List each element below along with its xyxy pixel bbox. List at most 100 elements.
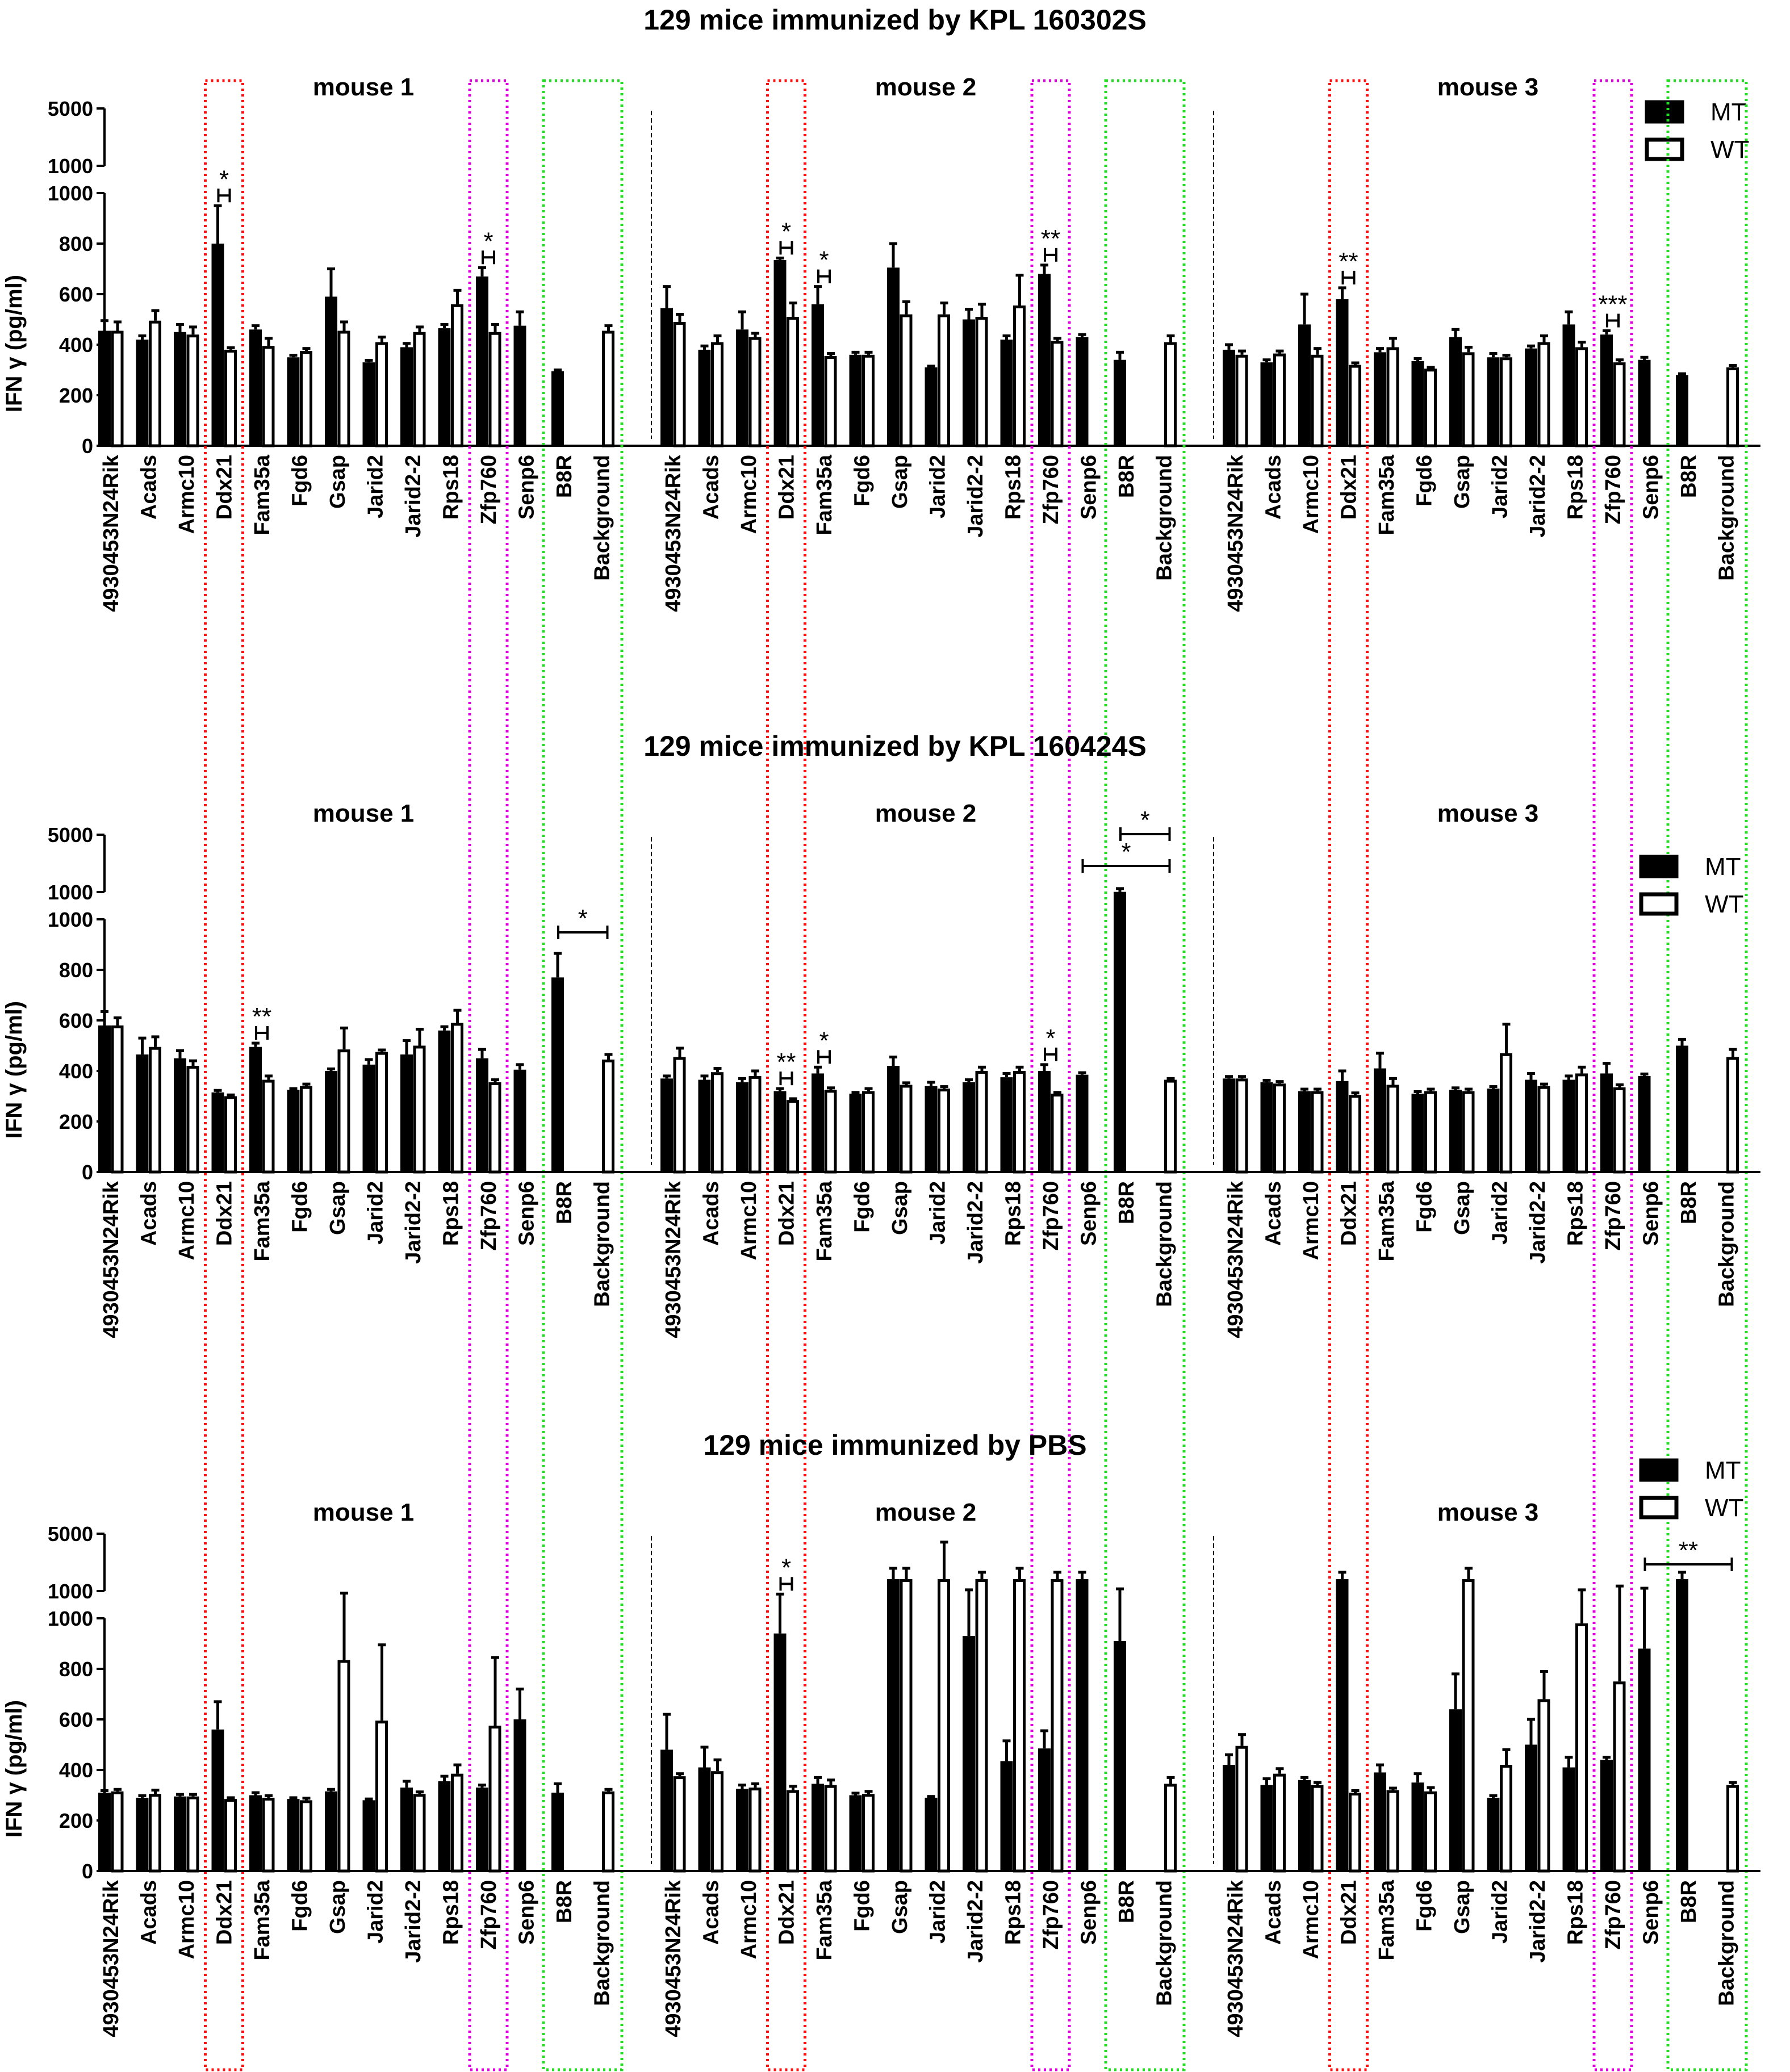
highlight-box-zfp760 [468,79,509,2071]
category-label: Jarid2-2 [1526,1181,1550,1264]
category-label: Fam35a [1375,1181,1399,1261]
bar-mt [736,1082,748,1172]
bar-wt [862,1794,875,1873]
bar-wt [1424,1091,1437,1174]
bar-wt [1537,342,1550,447]
bar-mt [887,1579,900,1871]
bar-wt [1051,1094,1064,1174]
bar-wt [224,1096,237,1174]
bar-wt [938,1089,950,1174]
category-label: Fgd6 [288,455,312,507]
legend-label-wt: WT [1705,1494,1743,1522]
bar-mt [476,276,488,446]
bar-wt [787,1100,799,1174]
bar-mt [887,1066,900,1172]
bar-wt [1311,1091,1324,1174]
bar-mt [1038,274,1051,446]
bar-mt [1600,1760,1613,1871]
category-label: B8R [1677,1880,1701,1923]
bar-wt [186,1066,199,1174]
significance-label: ** [1041,225,1060,253]
bar-mt [1676,1045,1688,1172]
significance-label: ** [1339,248,1358,275]
bar-mt [1336,299,1349,446]
category-label: Background [591,1880,614,2006]
category-label: Fam35a [813,1181,837,1261]
category-label: B8R [553,455,576,498]
bar-mt [400,347,413,446]
category-label: Armc10 [1299,1181,1323,1260]
bar-wt [375,342,388,447]
category-label: Senp6 [1077,455,1101,520]
bar-wt [413,1045,426,1174]
legend-label-mt: MT [1705,853,1741,881]
bar-mt [736,1789,748,1871]
bar-wt [1575,1623,1588,1873]
category-label: Zfp760 [477,1880,501,1949]
bar-wt [451,1023,463,1174]
significance-label: ** [1679,1537,1698,1564]
category-label: Fgd6 [1413,1880,1437,1932]
bar-wt [1462,1579,1475,1873]
bar-wt [224,1799,237,1873]
bar-mt [136,1054,149,1172]
chart-2: 129 mice immunized by KPL 160424S IFN γ (… [2,730,1760,1338]
bar-wt [149,1047,161,1174]
panel-label: mouse 2 [875,73,977,101]
y-axis-title: IFN γ (pg/ml) [2,1001,27,1138]
category-label: Acads [700,1181,723,1246]
bar-mt [1411,1094,1424,1172]
category-label: Rps18 [1002,1181,1026,1246]
significance-label: * [819,1027,829,1054]
bar-mt [1336,1081,1349,1172]
bar-wt [1273,1083,1286,1174]
bar-wt [1051,1579,1064,1873]
category-label: Acads [1262,1880,1286,1945]
category-label: B8R [1677,1181,1701,1224]
category-label: Rps18 [1564,455,1588,520]
bar-mt [698,1079,711,1172]
bar-mt [362,1800,375,1871]
bar-mt [136,1797,149,1871]
bar-wt [975,317,988,447]
bar-wt [1235,1745,1248,1873]
category-label: Armc10 [737,1181,761,1260]
bar-wt [1311,354,1324,447]
y-tick-label: 1000 [48,1607,93,1630]
bar-wt [186,334,199,447]
bar-mt [249,329,262,446]
bar-wt [602,1791,614,1873]
chart-3: 129 mice immunized by PBS IFN γ (pg/ml) 0 2… [2,1429,1760,2037]
category-label: Zfp760 [1601,1880,1625,1949]
y-tick-label: 0 [82,434,93,458]
bar-wt [1462,1091,1475,1174]
bar-wt [111,1791,124,1873]
bar-wt [262,1079,275,1174]
category-label: Fam35a [1375,454,1399,535]
category-label: B8R [553,1181,576,1224]
bar-wt [488,1726,501,1873]
bar-mt [812,304,824,446]
bar-mt [660,308,673,446]
panel-1: mouse 1 4930453N24Rik Acads Armc10 Ddx21 Fam3… [98,1498,614,2037]
panel-2: mouse 2 4930453N24Rik Acads Armc10 Ddx21 Fam3… [660,73,1177,612]
category-label: Ddx21 [213,1880,237,1945]
panel-label: mouse 3 [1437,73,1539,101]
bar-mt [513,325,526,446]
bar-mt [1600,1073,1613,1172]
y-tick-label: 5000 [48,823,93,847]
category-label: Zfp760 [477,1181,501,1250]
category-label: Rps18 [1564,1181,1588,1246]
bar-wt [337,1049,350,1174]
category-label: Ddx21 [213,455,237,520]
category-label: Fam35a [250,1880,274,1960]
y-tick-label: 1000 [48,182,93,205]
bar-wt [149,320,161,447]
y-tick-label: 800 [59,1657,93,1681]
bar-wt [1235,1078,1248,1174]
bar-wt [413,332,426,447]
bar-mt [362,1064,375,1172]
category-label: Background [1153,1880,1177,2006]
bar-wt [1424,369,1437,447]
bar-wt [375,1721,388,1873]
